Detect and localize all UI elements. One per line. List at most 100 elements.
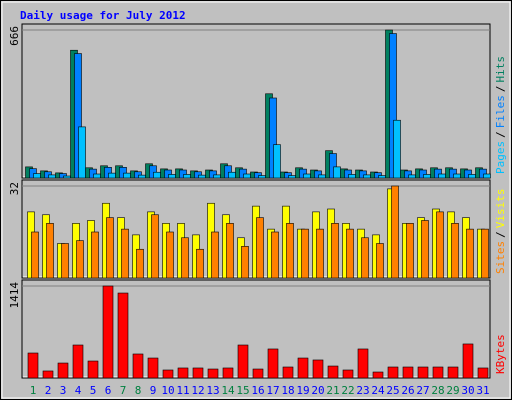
x-tick-label: 5 bbox=[90, 384, 97, 397]
bar bbox=[211, 231, 219, 279]
x-tick-label: 2 bbox=[45, 384, 52, 397]
bar bbox=[436, 211, 444, 279]
bar bbox=[282, 366, 294, 379]
bar bbox=[61, 243, 69, 279]
x-tick-label: 12 bbox=[191, 384, 204, 397]
bar bbox=[449, 168, 457, 179]
bar bbox=[267, 348, 279, 379]
chart-title: Daily usage for July 2012 bbox=[20, 9, 186, 22]
bar bbox=[198, 174, 206, 179]
bar bbox=[333, 166, 341, 179]
legend-entry: Files bbox=[494, 95, 507, 128]
x-tick-label: 24 bbox=[371, 384, 385, 397]
y-tick-label: 666 bbox=[8, 26, 21, 46]
bar bbox=[258, 175, 266, 179]
bar bbox=[31, 231, 39, 279]
bar bbox=[363, 174, 371, 179]
bar bbox=[42, 370, 54, 379]
x-tick-label: 11 bbox=[176, 384, 189, 397]
bar bbox=[438, 173, 446, 179]
bar bbox=[63, 175, 71, 179]
bar bbox=[192, 367, 204, 379]
x-tick-label: 10 bbox=[161, 384, 174, 397]
bar bbox=[297, 357, 309, 379]
bar bbox=[164, 169, 172, 179]
bar bbox=[162, 369, 174, 379]
bar bbox=[153, 171, 161, 179]
bar bbox=[57, 362, 69, 379]
bar bbox=[74, 53, 82, 179]
bar bbox=[108, 172, 116, 179]
x-tick-label: 7 bbox=[120, 384, 127, 397]
bar bbox=[136, 248, 144, 279]
bar bbox=[123, 172, 131, 179]
bar bbox=[72, 344, 84, 379]
bar bbox=[387, 366, 399, 379]
legend-entry: Pages bbox=[494, 141, 507, 174]
x-tick-label: 29 bbox=[446, 384, 459, 397]
x-tick-label: 8 bbox=[135, 384, 142, 397]
legend-entry: Visits bbox=[494, 189, 507, 229]
bar bbox=[213, 174, 221, 179]
bar bbox=[434, 168, 442, 179]
x-tick-label: 1 bbox=[30, 384, 37, 397]
bar bbox=[183, 174, 191, 179]
bar bbox=[479, 168, 487, 179]
bar bbox=[48, 174, 56, 179]
bar bbox=[46, 223, 54, 279]
bar bbox=[447, 366, 459, 379]
bar bbox=[27, 352, 39, 379]
legend: KBytes bbox=[494, 334, 507, 374]
bar bbox=[391, 185, 399, 279]
bar bbox=[376, 243, 384, 279]
bar bbox=[222, 367, 234, 379]
bar bbox=[121, 228, 129, 279]
bar bbox=[166, 231, 174, 279]
bar bbox=[288, 175, 296, 179]
bar bbox=[271, 231, 279, 279]
bar bbox=[361, 237, 369, 279]
bar bbox=[389, 33, 397, 179]
bar bbox=[466, 228, 474, 279]
x-tick-label: 31 bbox=[476, 384, 489, 397]
bar bbox=[318, 174, 326, 179]
bar bbox=[237, 344, 249, 379]
bar bbox=[477, 367, 489, 379]
bar bbox=[331, 223, 339, 279]
bar bbox=[239, 168, 247, 179]
x-tick-label: 25 bbox=[386, 384, 399, 397]
bar bbox=[243, 173, 251, 179]
bar bbox=[314, 170, 322, 179]
bar bbox=[462, 343, 474, 379]
bar bbox=[33, 173, 41, 179]
bar bbox=[404, 170, 412, 179]
x-tick-label: 14 bbox=[221, 384, 235, 397]
bar bbox=[359, 170, 367, 179]
bar bbox=[76, 240, 84, 279]
x-tick-label: 4 bbox=[75, 384, 82, 397]
bar bbox=[348, 174, 356, 179]
x-tick-label: 16 bbox=[251, 384, 264, 397]
x-tick-label: 23 bbox=[356, 384, 369, 397]
y-tick-label: 1414 bbox=[8, 282, 21, 309]
bar bbox=[417, 366, 429, 379]
legend-separator: / bbox=[494, 131, 507, 138]
x-tick-label: 6 bbox=[105, 384, 112, 397]
legend: Sites / Visits bbox=[494, 189, 507, 275]
x-tick-label: 30 bbox=[461, 384, 474, 397]
bar bbox=[102, 285, 114, 379]
bar bbox=[483, 173, 491, 179]
bar bbox=[179, 169, 187, 179]
bar bbox=[151, 214, 159, 279]
x-tick-label: 22 bbox=[341, 384, 354, 397]
bar bbox=[104, 167, 112, 179]
bar bbox=[196, 248, 204, 279]
x-tick-label: 17 bbox=[266, 384, 279, 397]
bar bbox=[147, 357, 159, 379]
bar bbox=[393, 119, 401, 179]
bar bbox=[273, 144, 281, 179]
x-tick-label: 3 bbox=[60, 384, 67, 397]
legend-entry: KBytes bbox=[494, 334, 507, 374]
bar bbox=[468, 174, 476, 179]
bar bbox=[301, 228, 309, 279]
